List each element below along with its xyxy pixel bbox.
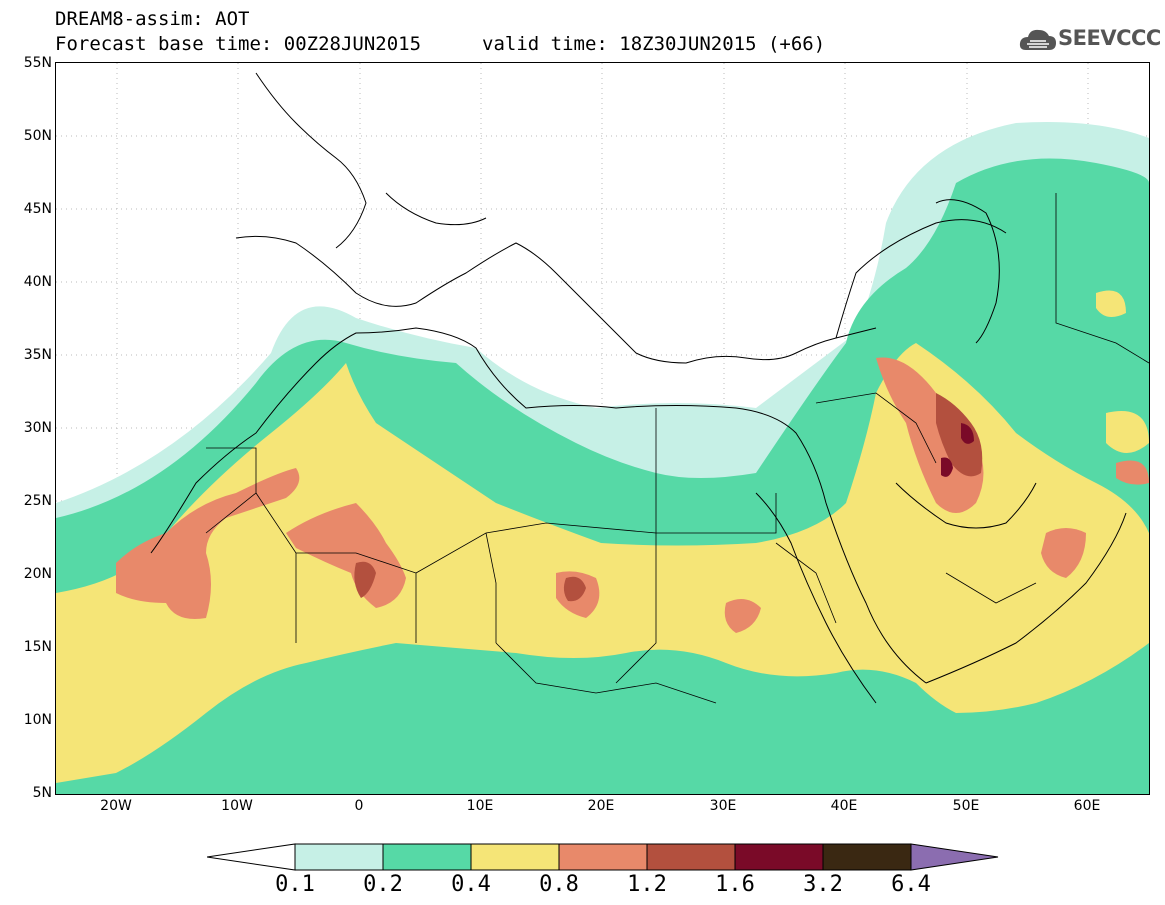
lon-tick: 0 [354, 798, 364, 814]
colorbar-label: 6.4 [891, 872, 931, 897]
colorbar-swatch-2 [382, 843, 472, 871]
colorbar-swatch-1 [294, 843, 384, 871]
lon-tick: 40E [830, 798, 858, 814]
logo-text: SEEVCCC [1058, 26, 1161, 50]
lon-tick: 20W [100, 798, 132, 814]
lon-tick: 10E [466, 798, 494, 814]
lon-tick: 10W [221, 798, 253, 814]
country-borders [205, 193, 1149, 704]
colorbar-swatch-6 [734, 843, 824, 871]
lon-tick: 60E [1073, 798, 1101, 814]
lat-tick: 5N [32, 785, 52, 801]
colorbar-swatch-4 [558, 843, 648, 871]
lat-tick: 30N [23, 420, 52, 436]
aot-1.2-field [354, 393, 983, 602]
colorbar-label: 0.1 [275, 872, 315, 897]
valid-time-label: valid time: 18Z30JUN2015 (+66) [482, 33, 826, 55]
colorbar [207, 843, 999, 871]
lat-tick: 10N [23, 712, 52, 728]
colorbar-under-swatch [207, 843, 296, 871]
lat-tick: 35N [23, 347, 52, 363]
map-canvas [56, 63, 1149, 794]
colorbar-label: 0.8 [539, 872, 579, 897]
colorbar-label: 1.2 [627, 872, 667, 897]
lat-tick: 20N [23, 566, 52, 582]
colorbar-label: 0.2 [363, 872, 403, 897]
lat-tick: 15N [23, 639, 52, 655]
colorbar-swatch-5 [646, 843, 736, 871]
colorbar-label: 3.2 [803, 872, 843, 897]
colorbar-swatch-7 [822, 843, 912, 871]
aot-0.4-field [56, 290, 1149, 783]
colorbar-label: 0.4 [451, 872, 491, 897]
lat-tick: 55N [23, 55, 52, 71]
colorbar-label: 1.6 [715, 872, 755, 897]
base-time-label: Forecast base time: 00Z28JUN2015 [55, 33, 422, 55]
lon-tick: 20E [587, 798, 615, 814]
coastlines [150, 72, 1127, 704]
lon-tick: 50E [952, 798, 980, 814]
aot-1.6-field [941, 423, 974, 477]
lat-tick: 25N [23, 493, 52, 509]
lon-tick: 30E [709, 798, 737, 814]
chart-title: DREAM8-assim: AOT [55, 8, 250, 30]
cloud-logo-icon [1019, 29, 1056, 50]
lat-tick: 50N [23, 128, 52, 144]
lat-tick: 40N [23, 274, 52, 290]
aot-map [55, 62, 1150, 795]
colorbar-swatch-3 [470, 843, 560, 871]
colorbar-over-swatch [910, 843, 999, 871]
lat-tick: 45N [23, 201, 52, 217]
